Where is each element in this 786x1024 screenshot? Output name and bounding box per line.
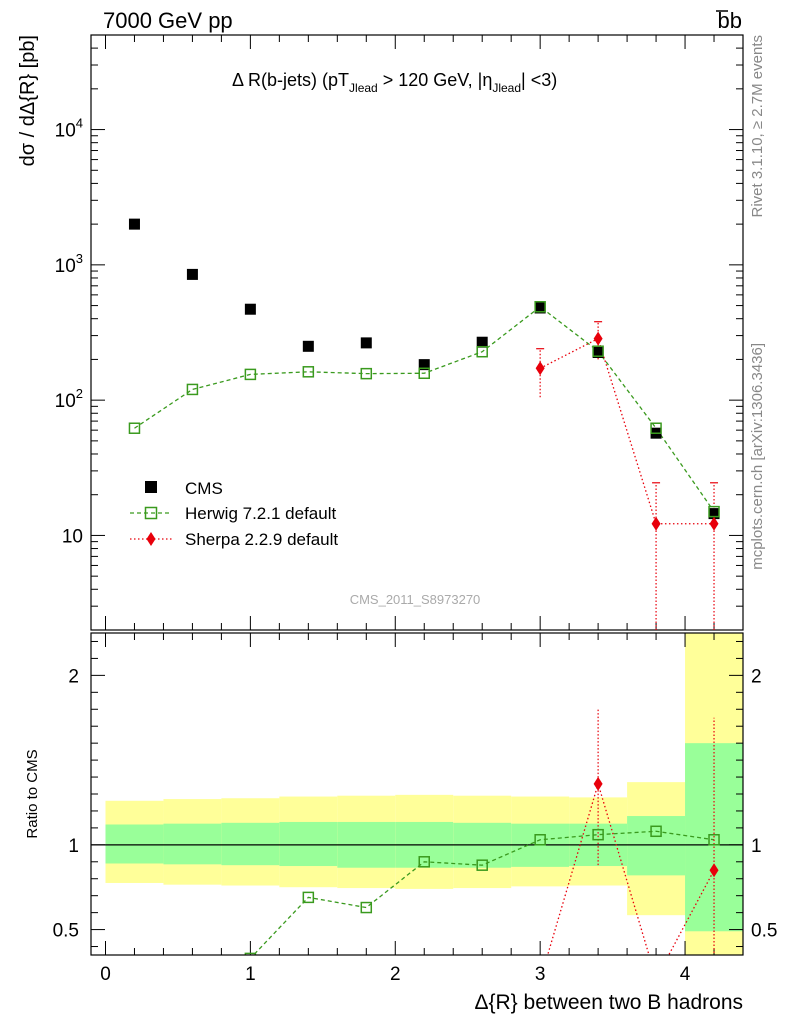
xtick-label: 3: [535, 964, 546, 985]
ratio-herwig-point: [650, 825, 662, 838]
herwig-point: [186, 383, 199, 396]
herwig-point: [302, 366, 315, 378]
ratio-herwig-line: [252, 830, 715, 955]
band-inner: [221, 822, 280, 866]
ratio-herwig-point: [129, 1004, 139, 1014]
cms-point: [708, 508, 720, 520]
legend-cms-marker: [145, 481, 157, 493]
ratio-ytick-label: 0.5: [53, 921, 79, 942]
main-ytick-label: 103: [55, 251, 83, 277]
ratio-frame: [90, 632, 744, 956]
sherpa-point: [535, 361, 545, 376]
rivet-label: Rivet 3.1.10, ≥ 2.7M events: [749, 35, 766, 218]
cms-point: [592, 346, 604, 358]
herwig-point: [708, 505, 720, 518]
mcplots-label: mcplots.cern.ch [arXiv:1306.3436]: [749, 343, 766, 570]
herwig-point: [592, 345, 604, 357]
cms-point: [476, 336, 488, 348]
sherpa-point: [651, 516, 661, 531]
ratio-ytick-label: 2: [68, 666, 79, 687]
ratio-ylabel: Ratio to CMS: [24, 749, 41, 838]
ratio-ytick-label-right: 2: [751, 666, 762, 687]
herwig-line: [134, 305, 715, 512]
herwig-point: [244, 368, 257, 381]
xtick-label: 1: [245, 964, 256, 985]
main-ytick-label: 102: [55, 386, 83, 412]
herwig-point: [534, 301, 546, 313]
cms-point: [302, 340, 314, 352]
sherpa-line: [539, 337, 715, 525]
legend-herwig-marker: [144, 506, 158, 520]
ratio-data-layer: [129, 709, 720, 1014]
ratio-herwig-point: [244, 952, 257, 955]
herwig-point: [418, 367, 430, 380]
ratio-ticks: 0.5 0.5 1 1 2 2 0 1 2 3 4: [53, 633, 777, 985]
ratio-ytick-label-right: 0.5: [751, 921, 777, 942]
sherpa-point: [593, 331, 603, 346]
herwig-point: [650, 422, 662, 434]
ratio-herwig-point: [592, 828, 604, 841]
main-ytick-label: 104: [55, 116, 83, 142]
herwig-point: [360, 367, 373, 380]
process-label-bbar: b: [730, 8, 742, 33]
ratio-sherpa-point: [709, 863, 719, 878]
cms-point: [244, 303, 256, 315]
cms-point: [128, 218, 140, 230]
xlabel: Δ{R} between two B hadrons: [474, 991, 743, 1014]
xtick-label: 0: [100, 964, 111, 985]
ratio-herwig-point: [708, 834, 720, 846]
ratio-ytick-label: 1: [68, 836, 79, 857]
cms-point: [534, 302, 546, 314]
ratio-bands: [91, 633, 743, 955]
ratio-sherpa-point: [593, 776, 603, 791]
legend-cms-label: CMS: [185, 479, 223, 498]
legend-herwig-label: Herwig 7.2.1 default: [185, 504, 336, 523]
main-data-layer: [128, 218, 720, 630]
legend-sherpa-label: Sherpa 2.2.9 default: [185, 530, 338, 549]
ratio-sherpa-point: [652, 972, 661, 986]
band-inner: [627, 816, 686, 876]
energy-label: 7000 GeV pp: [103, 8, 233, 33]
legend: CMS Herwig 7.2.1 default Sherpa 2.2.9 de…: [130, 479, 338, 549]
main-panel: [90, 34, 744, 631]
cms-point: [418, 359, 430, 371]
sherpa-point: [709, 516, 719, 531]
band-inner: [279, 821, 338, 867]
process-label: bb: [718, 8, 743, 33]
ratio-herwig-point: [476, 859, 488, 871]
ratio-herwig-point: [534, 834, 546, 846]
xtick-label: 2: [390, 964, 401, 985]
xtick-label: 4: [680, 964, 691, 985]
analysis-watermark: CMS_2011_S8973270: [350, 592, 481, 607]
ratio-clip-group: [129, 709, 720, 1014]
main-ytick-label: 10: [62, 526, 83, 547]
band-inner: [105, 824, 164, 864]
ratio-herwig-point: [360, 901, 373, 914]
ratio-ytick-label-right: 1: [751, 836, 762, 857]
ratio-herwig-point: [302, 891, 315, 904]
main-frame: [90, 34, 744, 631]
herwig-point: [476, 345, 488, 358]
cms-point: [360, 337, 372, 349]
herwig-point: [128, 422, 141, 434]
cms-point: [186, 268, 198, 280]
ratio-herwig-point: [418, 856, 430, 868]
main-ticks: 104 103 102 10: [55, 34, 743, 631]
main-ylabel: dσ / dΔ{R} [pb]: [17, 35, 39, 166]
ratio-herwig-point: [187, 986, 197, 996]
band-inner: [163, 823, 222, 865]
legend-sherpa-marker: [146, 532, 156, 546]
plot-title: Δ R(b-jets) (pTJlead > 120 GeV, |ηJlead|…: [232, 70, 557, 95]
